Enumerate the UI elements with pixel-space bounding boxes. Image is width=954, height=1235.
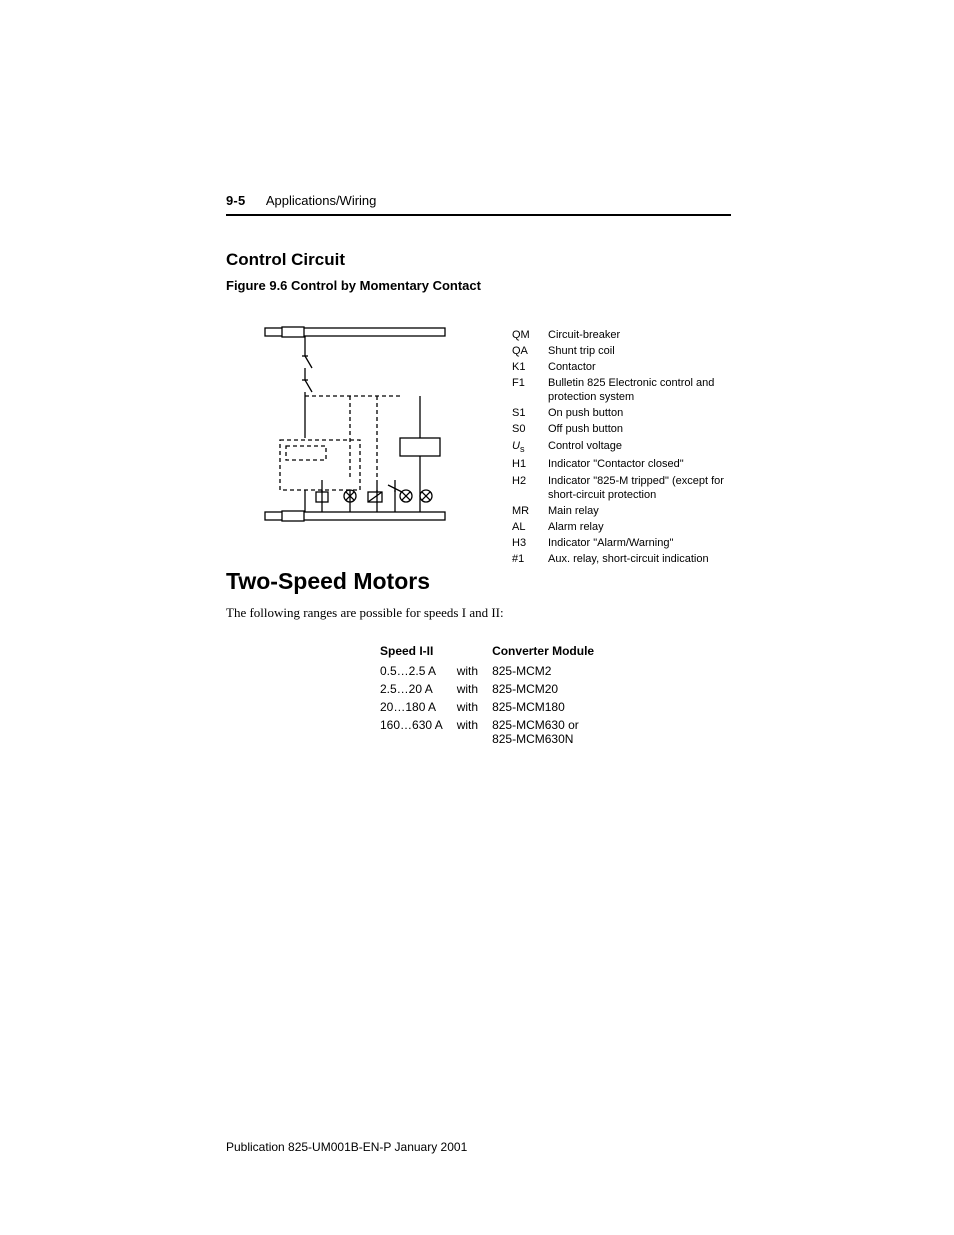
col-converter: Converter Module: [492, 644, 608, 662]
legend-row: S1On push button: [512, 406, 733, 420]
legend-row: S0Off push button: [512, 422, 733, 436]
legend-symbol: S1: [512, 406, 546, 420]
legend-row: ALAlarm relay: [512, 520, 733, 534]
legend-symbol: S0: [512, 422, 546, 436]
cell-with: with: [457, 662, 492, 680]
legend-desc: Indicator "Contactor closed": [548, 457, 733, 471]
cell-module: 825-MCM2: [492, 662, 608, 680]
heading-control-circuit: Control Circuit: [226, 250, 481, 270]
legend-row: QMCircuit-breaker: [512, 328, 733, 342]
col-with: [457, 644, 492, 662]
legend-symbol: H2: [512, 474, 546, 502]
table-row: 0.5…2.5 Awith825-MCM2: [380, 662, 608, 680]
legend-row: UsControl voltage: [512, 439, 733, 456]
legend-symbol: Us: [512, 439, 546, 456]
cell-speed: 0.5…2.5 A: [380, 662, 457, 680]
two-speed-table: Speed I-II Converter Module 0.5…2.5 Awit…: [380, 644, 608, 748]
table-row: 160…630 Awith825-MCM630 or825-MCM630N: [380, 716, 608, 748]
legend-desc: Indicator "825-M tripped" (except for sh…: [548, 474, 733, 502]
legend-symbol: K1: [512, 360, 546, 374]
lamp-icon: [420, 490, 432, 502]
legend-row: QAShunt trip coil: [512, 344, 733, 358]
legend-symbol: QA: [512, 344, 546, 358]
header-rule: [226, 214, 731, 216]
heading-two-speed: Two-Speed Motors: [226, 568, 504, 595]
cell-speed: 20…180 A: [380, 698, 457, 716]
section-two-speed: Two-Speed Motors The following ranges ar…: [226, 568, 504, 621]
publication-footer: Publication 825-UM001B-EN-P January 2001: [226, 1140, 467, 1154]
legend-row: F1Bulletin 825 Electronic control and pr…: [512, 376, 733, 404]
legend-row: H2Indicator "825-M tripped" (except for …: [512, 474, 733, 502]
legend-table: QMCircuit-breakerQAShunt trip coilK1Cont…: [510, 326, 735, 568]
cell-speed: 160…630 A: [380, 716, 457, 748]
breaker-top: [282, 327, 304, 337]
legend-row: MRMain relay: [512, 504, 733, 518]
legend-row: K1Contactor: [512, 360, 733, 374]
legend-desc: Off push button: [548, 422, 733, 436]
legend-desc: Control voltage: [548, 439, 733, 456]
cell-with: with: [457, 698, 492, 716]
figure-diagram: [260, 320, 450, 530]
legend-symbol: #1: [512, 552, 546, 566]
page-number: 9-5: [226, 193, 245, 208]
cell-module: 825-MCM20: [492, 680, 608, 698]
legend-symbol: AL: [512, 520, 546, 534]
section-control-circuit: Control Circuit Figure 9.6 Control by Mo…: [226, 250, 481, 293]
cell-with: with: [457, 716, 492, 748]
legend-row: #1Aux. relay, short-circuit indication: [512, 552, 733, 566]
legend-desc: Main relay: [548, 504, 733, 518]
legend-row: H3Indicator "Alarm/Warning": [512, 536, 733, 550]
legend-desc: Alarm relay: [548, 520, 733, 534]
legend-desc: Aux. relay, short-circuit indication: [548, 552, 733, 566]
two-speed-intro: The following ranges are possible for sp…: [226, 605, 504, 621]
cell-with: with: [457, 680, 492, 698]
page: 9-5 Applications/Wiring Control Circuit …: [0, 0, 954, 1235]
legend-symbol: H3: [512, 536, 546, 550]
breaker-bottom: [282, 511, 304, 521]
cell-module: 825-MCM630 or825-MCM630N: [492, 716, 608, 748]
legend-desc: Circuit-breaker: [548, 328, 733, 342]
legend-symbol: MR: [512, 504, 546, 518]
legend-symbol: F1: [512, 376, 546, 404]
col-speed: Speed I-II: [380, 644, 457, 662]
legend-desc: Indicator "Alarm/Warning": [548, 536, 733, 550]
cell-speed: 2.5…20 A: [380, 680, 457, 698]
page-header: 9-5 Applications/Wiring: [226, 192, 731, 210]
legend-desc: Contactor: [548, 360, 733, 374]
table-row: 2.5…20 Awith825-MCM20: [380, 680, 608, 698]
shunt-icon: [368, 492, 382, 502]
device-box: [400, 438, 440, 456]
cell-module: 825-MCM180: [492, 698, 608, 716]
two-speed-table-wrap: Speed I-II Converter Module 0.5…2.5 Awit…: [380, 644, 608, 748]
figure-legend: QMCircuit-breakerQAShunt trip coilK1Cont…: [510, 326, 735, 568]
legend-desc: Shunt trip coil: [548, 344, 733, 358]
legend-symbol: QM: [512, 328, 546, 342]
legend-desc: On push button: [548, 406, 733, 420]
legend-symbol: H1: [512, 457, 546, 471]
figure-caption: Figure 9.6 Control by Momentary Contact: [226, 278, 481, 293]
chapter-title: Applications/Wiring: [266, 193, 377, 208]
legend-row: H1Indicator "Contactor closed": [512, 457, 733, 471]
legend-desc: Bulletin 825 Electronic control and prot…: [548, 376, 733, 404]
table-row: 20…180 Awith825-MCM180: [380, 698, 608, 716]
